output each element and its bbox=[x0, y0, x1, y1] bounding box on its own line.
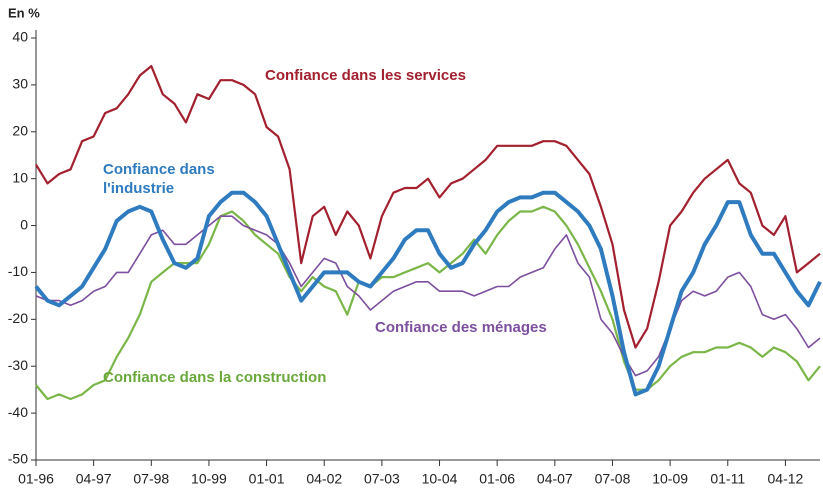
x-tick-label: 04-07 bbox=[537, 471, 573, 487]
y-tick-label: 10 bbox=[12, 169, 28, 185]
y-tick-label: 20 bbox=[12, 122, 28, 138]
series-label: Confiance dans la construction bbox=[103, 369, 327, 386]
series-line bbox=[35, 215, 821, 377]
series-line bbox=[34, 190, 822, 397]
x-tick-label: 04-02 bbox=[306, 471, 342, 487]
x-tick-label: 07-03 bbox=[364, 471, 400, 487]
x-tick-label: 04-12 bbox=[768, 471, 804, 487]
series-label: Confiance dans les services bbox=[265, 67, 466, 84]
x-tick-label: 07-08 bbox=[595, 471, 631, 487]
y-tick-label: -10 bbox=[8, 263, 28, 279]
x-tick-label: 01-96 bbox=[18, 471, 54, 487]
x-tick-label: 01-01 bbox=[249, 471, 285, 487]
series-line bbox=[35, 205, 821, 401]
x-tick-label: 04-97 bbox=[76, 471, 112, 487]
x-tick-label: 10-99 bbox=[191, 471, 227, 487]
y-tick-label: 0 bbox=[20, 216, 28, 232]
series-label: Confiance des ménages bbox=[375, 319, 547, 336]
y-tick-label: -40 bbox=[8, 404, 28, 420]
y-tick-label: -20 bbox=[8, 310, 28, 326]
y-tick-label: 40 bbox=[12, 29, 28, 45]
x-tick-label: 01-11 bbox=[710, 471, 745, 487]
x-tick-label: 10-04 bbox=[422, 471, 458, 487]
series-line bbox=[35, 65, 821, 349]
y-tick-label: -30 bbox=[8, 357, 28, 373]
x-tick-label: 10-09 bbox=[652, 471, 688, 487]
x-tick-label: 01-06 bbox=[479, 471, 515, 487]
y-axis-label: En % bbox=[8, 5, 40, 20]
x-tick-label: 07-98 bbox=[133, 471, 169, 487]
series-label: Confiance dans l'industrie bbox=[103, 161, 215, 197]
y-tick-label: -50 bbox=[8, 451, 28, 467]
y-tick-label: 30 bbox=[12, 76, 28, 92]
